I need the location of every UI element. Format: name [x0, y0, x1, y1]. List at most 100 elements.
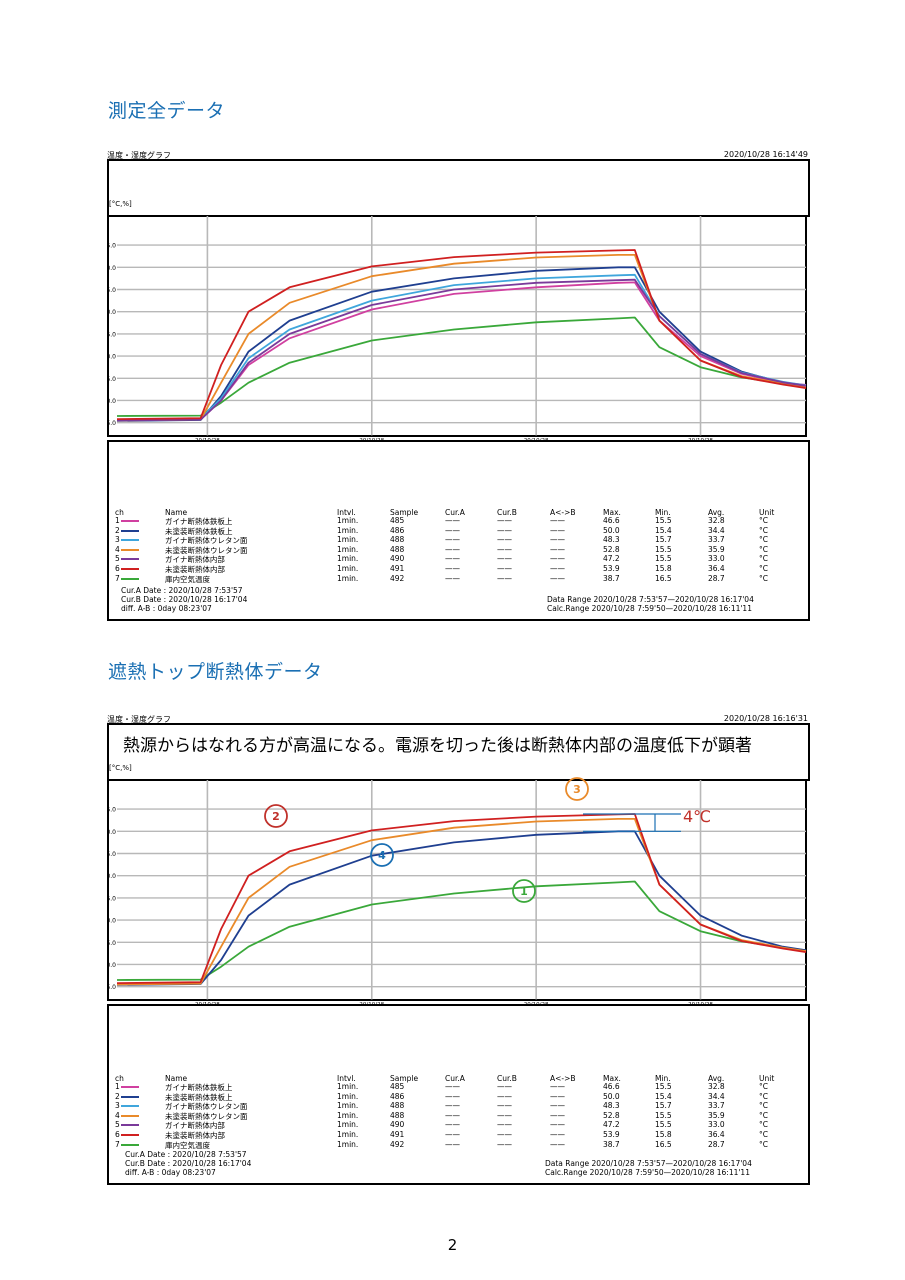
table-cell-sample: 492: [390, 573, 405, 583]
table-cell-cur-a: ——: [445, 1101, 460, 1111]
table-header-cell: Cur.B: [497, 1074, 517, 1083]
table-cell-max: 50.0: [603, 1091, 620, 1101]
series-line-ch5: [116, 278, 807, 422]
table-cell-cur-a: ——: [445, 516, 460, 525]
table-cell-min: 15.4: [655, 1091, 672, 1101]
table-cell-avg: 34.4: [708, 525, 725, 535]
table-cell-intvl: 1min.: [337, 1130, 359, 1139]
table-cell-intvl: 1min.: [337, 516, 359, 525]
marker-label-1: 1: [520, 885, 528, 898]
series-line-ch2: [116, 830, 807, 986]
table-cell-max: 52.8: [603, 544, 620, 554]
table-cell-intvl: 1min.: [337, 1110, 359, 1120]
table-cell-min: 15.5: [655, 544, 672, 554]
table-cell-unit: °C: [759, 1101, 768, 1111]
series-line-ch7: [116, 880, 807, 981]
table-cell-min: 15.7: [655, 1101, 672, 1111]
table-row: 1 ガイナ断熱体鉄板上 1min. 485 —— —— —— 46.6 15.5 32.8 °C: [107, 1082, 808, 1092]
y-tick-label: 35.0: [107, 895, 116, 902]
table-header-cell: A<->B: [550, 508, 576, 517]
table-cell-ch: 2: [115, 525, 120, 535]
table-cell-cur-b: ——: [497, 1139, 512, 1149]
table-cell-cur-b: ——: [497, 1110, 512, 1120]
series-swatch: [121, 520, 139, 522]
y-tick-label: 55.0: [107, 807, 116, 814]
table-cell-max: 38.7: [603, 573, 620, 583]
table-cell-avg: 36.4: [708, 1130, 725, 1139]
y-tick-label: 50.0: [107, 829, 116, 836]
y-tick-label: 40.0: [107, 873, 116, 880]
table-cell-name: 未塗装断熱体内部: [165, 565, 225, 574]
table-cell-name: 未塗装断熱体鉄板上: [165, 1092, 233, 1102]
table-cell-ch: 6: [115, 564, 120, 573]
table-header-cell: Min.: [655, 1074, 671, 1083]
table-cell-ch: 2: [115, 1091, 120, 1101]
table-cell-intvl: 1min.: [337, 1101, 359, 1111]
table-cell-avg: 32.8: [708, 1082, 725, 1091]
series-swatch: [121, 1124, 139, 1127]
table-cell-ab: ——: [550, 1101, 565, 1111]
table-cell-sample: 485: [390, 516, 405, 525]
calc-range: Calc.Range 2020/10/28 7:59'50—2020/10/28…: [547, 604, 752, 613]
table-cell-min: 15.4: [655, 525, 672, 535]
table-header: ch Name Intvl. Sample Cur.A Cur.B A<->B Max. Min…: [107, 508, 808, 518]
table-cell-ab: ——: [550, 1139, 565, 1149]
table-header-cell: A<->B: [550, 1074, 576, 1083]
table-cell-ch: 5: [115, 554, 120, 564]
table-cell-cur-b: ——: [497, 1082, 512, 1091]
line-chart-1: [°C,%] 15.0 20.0 25.0 30.0 35.0 40.0 45.0 50.0 55…: [107, 200, 807, 446]
table-cell-cur-a: ——: [445, 535, 460, 545]
table-cell-ab: ——: [550, 1130, 565, 1139]
table-cell-unit: °C: [759, 516, 768, 525]
table-cell-ch: 1: [115, 1082, 120, 1091]
table-cell-ch: 1: [115, 516, 120, 525]
y-tick-label: 30.0: [107, 918, 116, 925]
table-cell-max: 52.8: [603, 1110, 620, 1120]
table-cell-avg: 33.0: [708, 554, 725, 564]
series-line-ch3: [116, 273, 807, 421]
table-cell-name: 未塗装断熱体ウレタン面: [165, 1111, 248, 1121]
table-cell-cur-a: ——: [445, 564, 460, 573]
table-cell-cur-b: ——: [497, 525, 512, 535]
table-header-cell: Cur.A: [445, 1074, 465, 1083]
table-row: 1 ガイナ断熱体鉄板上 1min. 485 —— —— —— 46.6 15.5 32.8 °C: [107, 516, 808, 526]
table-cell-unit: °C: [759, 1139, 768, 1149]
table-header-cell: Sample: [390, 508, 419, 517]
table-cell-unit: °C: [759, 1091, 768, 1101]
table-cell-min: 16.5: [655, 1139, 672, 1149]
series-swatch: [121, 529, 139, 532]
table-cell-ch: 4: [115, 1110, 120, 1120]
table-cell-sample: 492: [390, 1139, 405, 1149]
table-cell-avg: 33.7: [708, 535, 725, 545]
table-cell-unit: °C: [759, 1130, 768, 1139]
table-cell-max: 47.2: [603, 1120, 620, 1130]
table-cell-unit: °C: [759, 554, 768, 564]
table-cell-max: 53.9: [603, 1130, 620, 1139]
table-header-cell: Max.: [603, 508, 621, 517]
table-cell-sample: 488: [390, 544, 405, 554]
table-header-cell: Unit: [759, 1074, 775, 1083]
table-cell-cur-b: ——: [497, 554, 512, 564]
table-cell-min: 15.5: [655, 1082, 672, 1091]
table-cell-cur-a: ——: [445, 1130, 460, 1139]
cur-b-date: Cur.B Date : 2020/10/28 16:17'04: [121, 595, 248, 604]
table-cell-cur-a: ——: [445, 1091, 460, 1101]
panel-datetime: 2020/10/28 16:14'49: [723, 150, 808, 159]
table-cell-sample: 488: [390, 1110, 405, 1120]
table-cell-intvl: 1min.: [337, 535, 359, 545]
table-cell-min: 15.5: [655, 1110, 672, 1120]
table-cell-intvl: 1min.: [337, 525, 359, 535]
graph-panel-2: 温度・湿度グラフ 2020/10/28 16:16'31 熱源からはなれる方が高…: [107, 714, 810, 1185]
table-cell-ab: ——: [550, 535, 565, 545]
diff-ab: diff. A-B : 0day 08:23'07: [121, 604, 212, 613]
table-cell-ab: ——: [550, 1091, 565, 1101]
table-cell-sample: 485: [390, 1082, 405, 1091]
table-cell-sample: 486: [390, 1091, 405, 1101]
table-cell-sample: 491: [390, 564, 405, 573]
table-cell-ab: ——: [550, 516, 565, 525]
data-range: Data Range 2020/10/28 7:53'57—2020/10/28…: [545, 1159, 752, 1168]
table-cell-ab: ——: [550, 525, 565, 535]
table-row: 6 未塗装断熱体内部 1min. 491 —— —— —— 53.9 15.8 36.4 °C: [107, 564, 808, 574]
table-header-cell: Name: [165, 1074, 188, 1083]
series-swatch: [121, 1114, 139, 1117]
